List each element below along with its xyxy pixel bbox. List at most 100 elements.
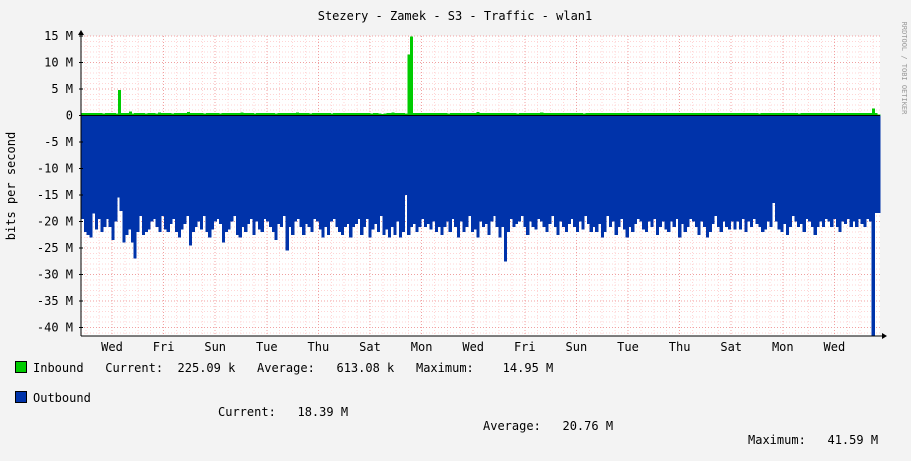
- inbound-bar: [418, 112, 422, 116]
- inbound-bar: [280, 112, 284, 116]
- inbound-bar: [163, 112, 167, 116]
- inbound-bar: [192, 112, 196, 116]
- inbound-bar: [415, 112, 419, 116]
- inbound-bar: [203, 113, 207, 116]
- inbound-bar: [306, 112, 310, 116]
- inbound-bar: [317, 112, 321, 116]
- outbound-bar: [495, 115, 499, 227]
- inbound-bar: [303, 112, 308, 116]
- outbound-bar: [100, 115, 104, 233]
- outbound-bar: [752, 115, 756, 219]
- inbound-bar: [484, 112, 488, 116]
- outbound-bar: [150, 115, 154, 222]
- inbound-bar: [837, 112, 841, 116]
- inbound-bar: [670, 112, 674, 116]
- inbound-bar: [704, 112, 708, 116]
- outbound-bar: [379, 115, 383, 217]
- outbound-bar: [733, 115, 737, 230]
- legend-outbound: Outbound Current: 18.39 M Average: 20.76…: [15, 377, 905, 447]
- inbound-bar: [219, 113, 223, 116]
- outbound-bar: [235, 115, 239, 235]
- inbound-bar: [319, 112, 323, 116]
- series-marks: [81, 36, 881, 336]
- outbound-bar: [274, 115, 278, 241]
- inbound-bar: [423, 112, 427, 116]
- outbound-bar: [448, 115, 452, 233]
- inbound-bar: [349, 112, 353, 116]
- inbound-bar: [264, 112, 268, 116]
- outbound-bar: [506, 115, 510, 233]
- outbound-bar: [194, 115, 198, 227]
- outbound-bar: [808, 115, 812, 222]
- inbound-bar: [728, 112, 732, 116]
- outbound-bar: [592, 115, 596, 227]
- outbound-bar: [94, 115, 98, 230]
- inbound-bar: [346, 112, 350, 116]
- outbound-bar: [360, 115, 364, 235]
- y-tick-label: -5 M: [44, 135, 73, 149]
- outbound-bar: [119, 115, 123, 211]
- outbound-bar: [457, 115, 461, 238]
- inbound-bar: [94, 112, 98, 116]
- outbound-bar: [208, 115, 212, 238]
- inbound-bar: [542, 112, 546, 116]
- outbound-bar: [280, 115, 284, 227]
- inbound-bar: [638, 112, 642, 116]
- inbound-bar: [160, 112, 164, 116]
- inbound-bar: [224, 112, 228, 116]
- inbound-bar: [229, 112, 233, 116]
- inbound-bar: [139, 112, 143, 116]
- inbound-bar: [503, 112, 507, 116]
- inbound-bar: [760, 112, 764, 116]
- inbound-bar: [691, 112, 695, 116]
- outbound-bar: [252, 115, 256, 235]
- inbound-bar: [86, 112, 90, 116]
- outbound-bar: [562, 115, 566, 227]
- inbound-bar: [272, 112, 276, 116]
- outbound-bar: [354, 115, 358, 225]
- outbound-bar: [821, 115, 826, 227]
- inbound-bar: [726, 112, 730, 116]
- outbound-bar: [794, 115, 798, 222]
- inbound-bar: [744, 112, 748, 116]
- outbound-bar: [128, 115, 132, 230]
- inbound-bar: [261, 112, 265, 116]
- outbound-bar: [271, 115, 275, 233]
- inbound-bar: [327, 112, 331, 116]
- inbound-bar: [131, 113, 135, 116]
- inbound-bar: [245, 112, 249, 116]
- outbound-bar: [539, 115, 544, 222]
- inbound-average-label: Average:: [257, 361, 315, 375]
- inbound-bar: [521, 112, 525, 116]
- inbound-bar: [481, 112, 485, 116]
- inbound-bar: [696, 112, 700, 116]
- inbound-bar: [646, 112, 650, 116]
- inbound-bar: [622, 112, 626, 116]
- inbound-bar: [370, 113, 374, 116]
- inbound-bar: [763, 112, 767, 116]
- outbound-bar: [857, 115, 862, 219]
- outbound-maximum-label: Maximum:: [748, 433, 806, 447]
- inbound-bar: [818, 112, 822, 116]
- outbound-bar: [849, 115, 853, 227]
- outbound-bar: [304, 115, 309, 225]
- outbound-bar: [647, 115, 651, 222]
- outbound-bar: [299, 115, 303, 227]
- inbound-bar: [548, 112, 552, 116]
- outbound-bar: [727, 115, 732, 230]
- outbound-bar: [639, 115, 643, 222]
- outbound-bar: [697, 115, 701, 235]
- inbound-bar: [877, 114, 881, 116]
- inbound-bar: [500, 112, 504, 116]
- outbound-bar: [542, 115, 546, 227]
- x-tick-label: Tue: [256, 340, 278, 354]
- inbound-bar: [471, 112, 475, 116]
- outbound-bar: [868, 115, 873, 222]
- outbound-bar: [625, 115, 629, 238]
- outbound-bar: [343, 115, 347, 227]
- inbound-bar: [298, 112, 302, 116]
- inbound-bar: [540, 112, 544, 116]
- inbound-bar: [155, 113, 159, 116]
- inbound-bar: [771, 112, 775, 116]
- outbound-bar: [526, 115, 530, 235]
